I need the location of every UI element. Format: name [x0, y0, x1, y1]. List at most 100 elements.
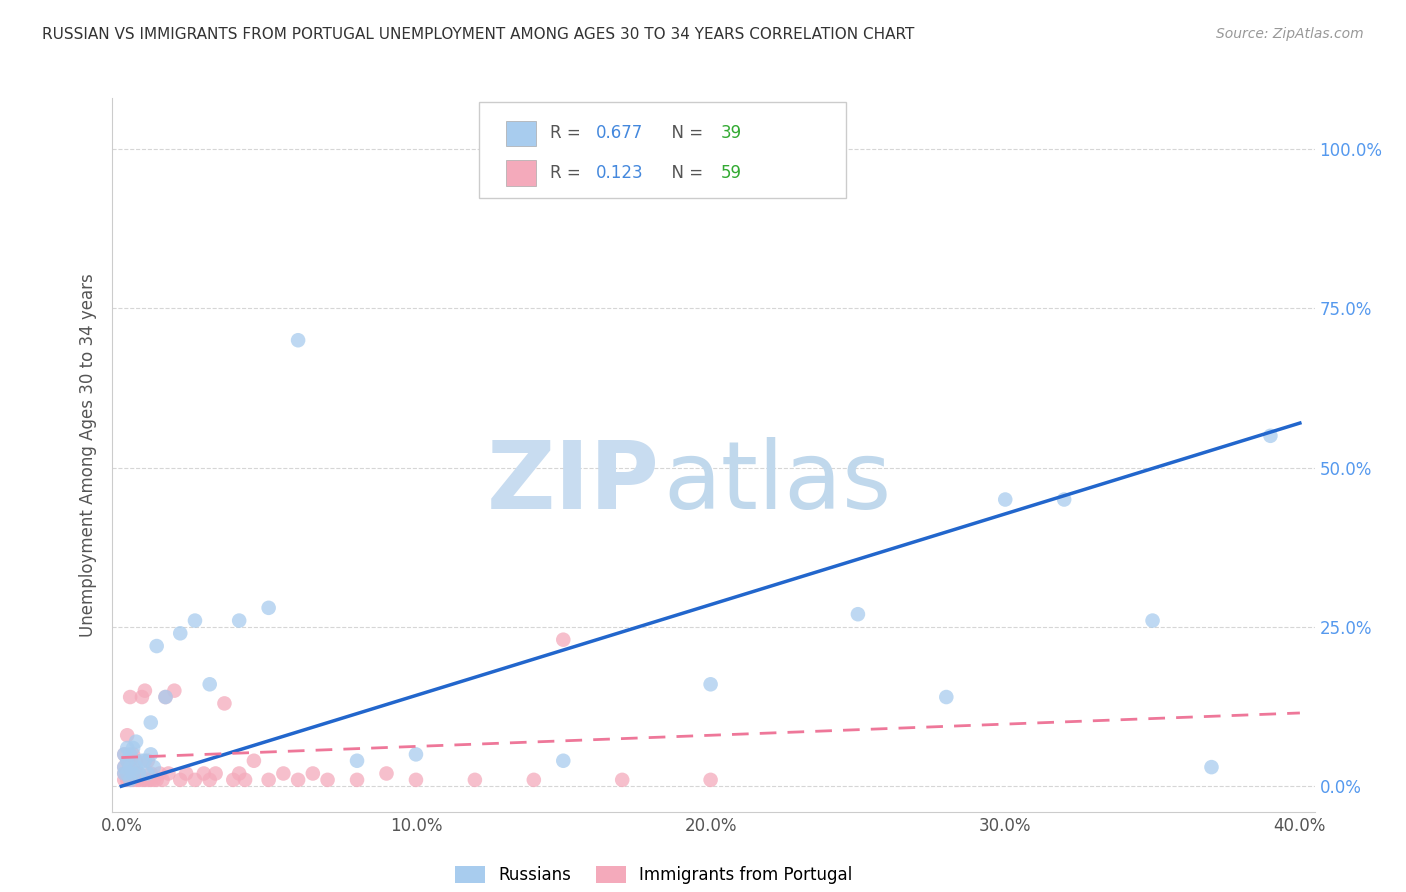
Point — [214, 697, 236, 711]
Point — [125, 772, 148, 787]
Point — [120, 766, 142, 780]
Point — [115, 754, 138, 768]
Point — [145, 772, 167, 787]
Y-axis label: Unemployment Among Ages 30 to 34 years: Unemployment Among Ages 30 to 34 years — [79, 273, 97, 637]
Point — [134, 754, 156, 768]
Point — [139, 715, 162, 730]
Text: N =: N = — [661, 164, 709, 182]
Point — [1201, 760, 1223, 774]
Point — [115, 754, 138, 768]
Point — [233, 772, 256, 787]
Text: atlas: atlas — [664, 437, 891, 530]
Point — [142, 760, 165, 774]
Point — [375, 766, 398, 780]
Point — [157, 766, 180, 780]
Text: N =: N = — [661, 125, 709, 143]
Point — [136, 766, 159, 780]
Point — [115, 772, 138, 787]
Point — [139, 747, 162, 762]
Point — [115, 728, 138, 742]
Point — [112, 760, 135, 774]
Point — [346, 772, 368, 787]
Text: 39: 39 — [721, 125, 742, 143]
Point — [243, 754, 266, 768]
Point — [112, 747, 135, 762]
Point — [523, 772, 546, 787]
Point — [163, 683, 186, 698]
Point — [120, 754, 142, 768]
FancyBboxPatch shape — [506, 160, 536, 186]
Point — [112, 747, 135, 762]
Point — [1053, 492, 1076, 507]
Point — [346, 754, 368, 768]
Point — [257, 600, 280, 615]
Text: 0.123: 0.123 — [596, 164, 644, 182]
Point — [149, 766, 172, 780]
Point — [184, 614, 207, 628]
Point — [994, 492, 1017, 507]
Point — [115, 741, 138, 756]
Point — [301, 766, 323, 780]
Point — [122, 766, 145, 780]
Text: R =: R = — [550, 164, 586, 182]
Text: RUSSIAN VS IMMIGRANTS FROM PORTUGAL UNEMPLOYMENT AMONG AGES 30 TO 34 YEARS CORRE: RUSSIAN VS IMMIGRANTS FROM PORTUGAL UNEM… — [42, 27, 914, 42]
Point — [139, 772, 162, 787]
Point — [228, 614, 250, 628]
Point — [134, 683, 156, 698]
Point — [120, 772, 142, 787]
Point — [131, 754, 153, 768]
Point — [257, 772, 280, 787]
Point — [125, 766, 148, 780]
Point — [115, 766, 138, 780]
Point — [122, 766, 145, 780]
Point — [699, 677, 721, 691]
Text: 0.677: 0.677 — [596, 125, 643, 143]
Point — [273, 766, 295, 780]
Point — [612, 772, 634, 787]
Point — [131, 772, 153, 787]
Point — [136, 754, 159, 768]
Point — [155, 690, 177, 704]
Point — [128, 772, 150, 787]
Point — [136, 772, 159, 787]
Point — [120, 747, 142, 762]
Point — [699, 772, 721, 787]
Point — [405, 747, 427, 762]
Point — [125, 754, 148, 768]
Point — [122, 747, 145, 762]
Text: R =: R = — [550, 125, 586, 143]
Text: Source: ZipAtlas.com: Source: ZipAtlas.com — [1216, 27, 1364, 41]
Text: ZIP: ZIP — [486, 437, 659, 530]
Point — [134, 772, 156, 787]
Point — [120, 760, 142, 774]
Point — [169, 772, 191, 787]
Point — [155, 690, 177, 704]
FancyBboxPatch shape — [479, 102, 846, 198]
Point — [115, 766, 138, 780]
Point — [112, 766, 135, 780]
Point — [139, 766, 162, 780]
Point — [405, 772, 427, 787]
Point — [112, 772, 135, 787]
Point — [184, 772, 207, 787]
Point — [112, 766, 135, 780]
Point — [553, 754, 575, 768]
Point — [125, 760, 148, 774]
Point — [128, 766, 150, 780]
Point — [145, 639, 167, 653]
Point — [142, 772, 165, 787]
Point — [287, 772, 309, 787]
Point — [222, 772, 245, 787]
Point — [846, 607, 869, 622]
Point — [198, 677, 221, 691]
Point — [120, 690, 142, 704]
Point — [128, 766, 150, 780]
Point — [287, 333, 309, 347]
Point — [228, 766, 250, 780]
Legend: Russians, Immigrants from Portugal: Russians, Immigrants from Portugal — [449, 859, 859, 891]
Point — [316, 772, 339, 787]
Point — [122, 741, 145, 756]
Point — [169, 626, 191, 640]
Point — [935, 690, 957, 704]
Point — [120, 772, 142, 787]
